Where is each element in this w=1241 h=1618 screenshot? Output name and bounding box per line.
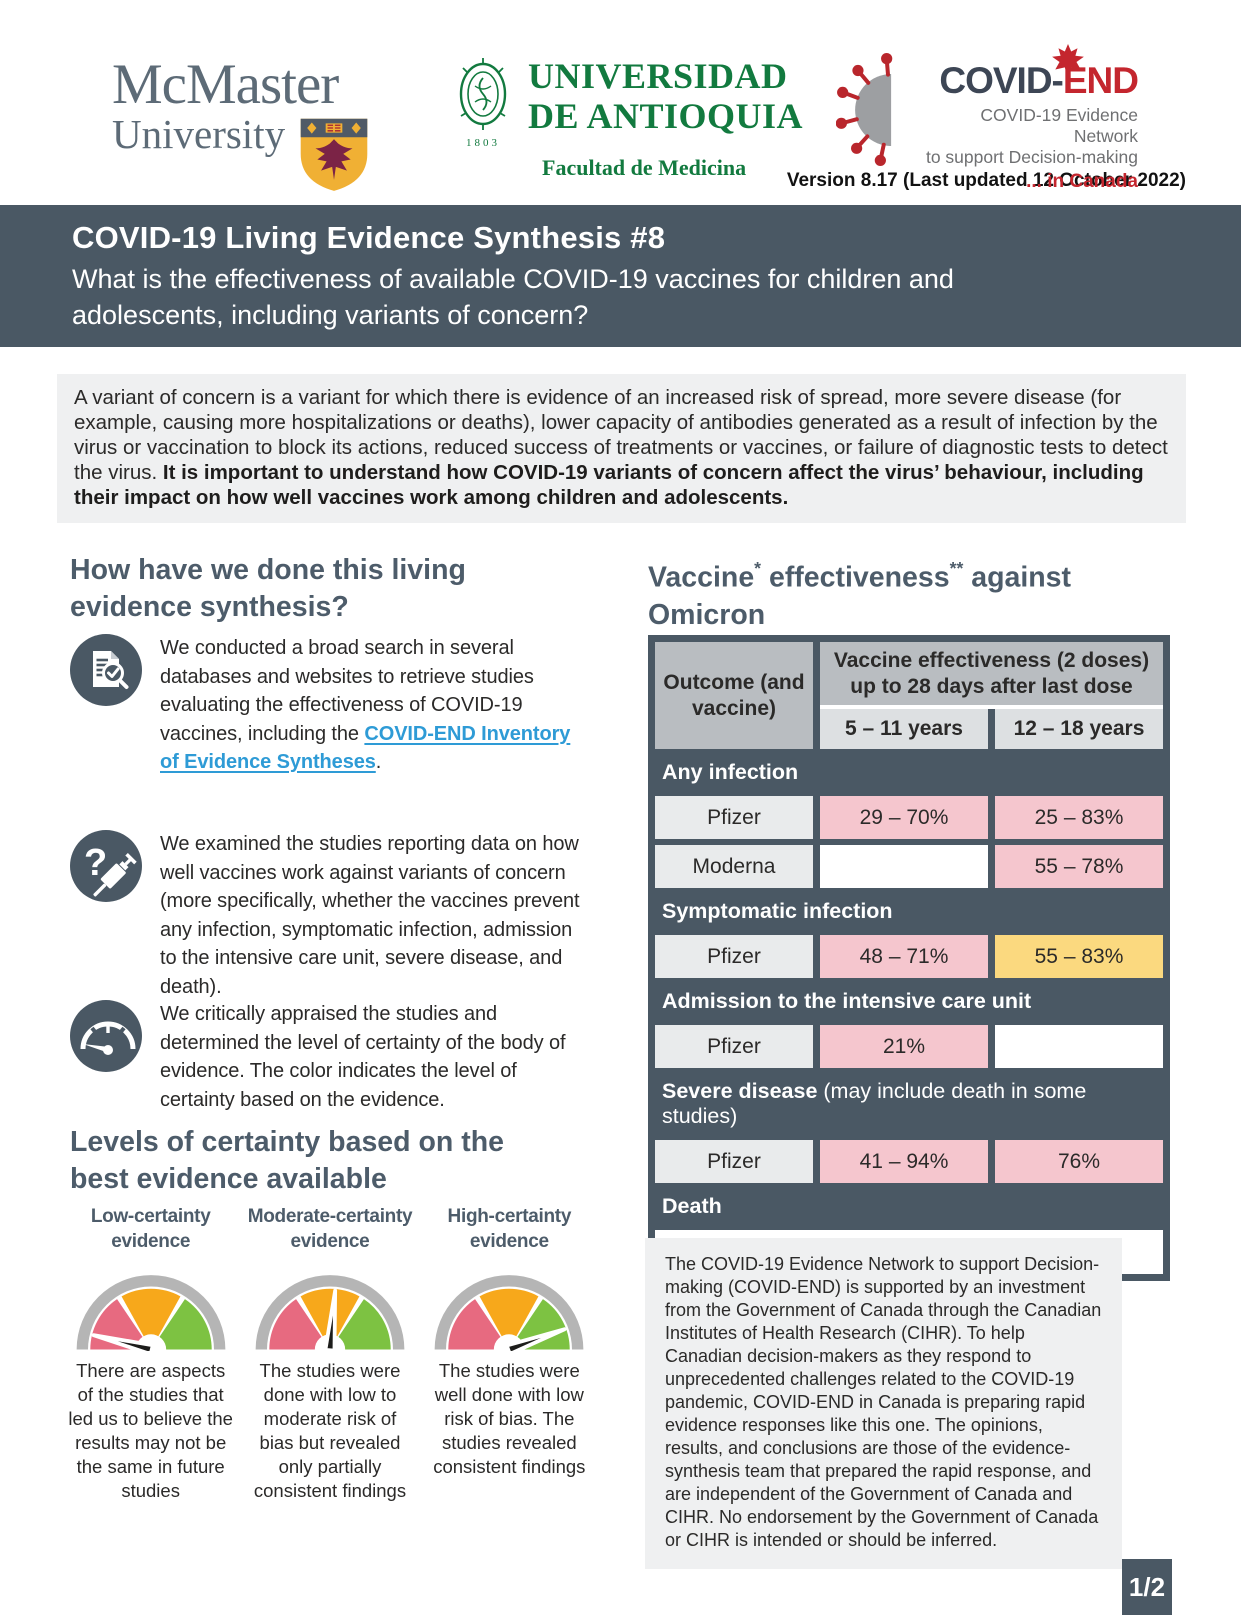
certainty-gauges: Low-certainty evidence There are aspects… (66, 1204, 594, 1503)
value-cell: 29 – 70% (820, 796, 988, 839)
svg-text:?: ? (84, 842, 107, 884)
methods-heading: How have we done this living evidence sy… (70, 554, 466, 623)
universidad-de-antioquia-logo: 1803 UNIVERSIDAD DE ANTIOQUIA Facultad d… (452, 50, 803, 181)
mcmaster-wordmark-line2: University (112, 111, 286, 157)
title-band: COVID-19 Living Evidence Synthesis #8 Wh… (0, 205, 1241, 347)
vaccine-name-cell: Pfizer (655, 1140, 813, 1183)
covid-end-tagline-1: COVID-19 Evidence Network (980, 105, 1138, 146)
value-cell (820, 845, 988, 888)
method-text-search: We conducted a broad search in several d… (160, 637, 571, 774)
mcmaster-university-logo: McMaster University (112, 56, 371, 193)
table-header: Outcome (and vaccine) Vaccine effectiven… (655, 642, 1163, 749)
table-row: Pfizer 48 – 71% 55 – 83% (655, 935, 1163, 978)
low-certainty-gauge-icon (76, 1275, 226, 1351)
value-cell: 25 – 83% (995, 796, 1163, 839)
mcmaster-crest-icon (300, 118, 368, 191)
udea-wordmark-line1: UNIVERSIDAD (528, 56, 788, 96)
table-row: Pfizer 29 – 70% 25 – 83% (655, 796, 1163, 839)
covid-end-funding-note: The COVID-19 Evidence Network to support… (645, 1238, 1122, 1569)
column-header-outcome: Outcome (and vaccine) (655, 642, 813, 749)
table-row: Pfizer 21% (655, 1025, 1163, 1068)
version-line: Version 8.17 (Last updated 12 October 20… (786, 170, 1186, 191)
column-header-effectiveness: Vaccine effectiveness (2 doses) up to 28… (820, 642, 1163, 709)
variant-note-regular: A variant of concern is a variant for wh… (74, 386, 1168, 484)
maple-leaf-icon (1052, 44, 1084, 78)
method-item-appraise: We critically appraised the studies and … (70, 1000, 580, 1114)
vaccine-name-cell: Pfizer (655, 935, 813, 978)
covid-end-logo: COVID-END COVID-19 Evidence Network to s… (836, 42, 1139, 192)
gauge-description: There are aspects of the studies that le… (68, 1360, 233, 1501)
udea-founded-year: 1803 (466, 137, 500, 149)
high-certainty-gauge-icon (434, 1275, 584, 1351)
value-cell: 55 – 83% (995, 935, 1163, 978)
table-section-icu-admission: Admission to the intensive care unit (662, 989, 1032, 1013)
footnote-marker: * (754, 558, 762, 578)
variant-of-concern-note: A variant of concern is a variant for wh… (57, 374, 1186, 523)
document-search-icon (70, 634, 142, 706)
value-cell (995, 1025, 1163, 1068)
page-number-badge: 1/2 (1122, 1559, 1172, 1615)
method-item-examine: ? We examined the studies reporting data… (70, 830, 580, 1001)
certainty-heading: Levels of certainty based on the best ev… (70, 1126, 504, 1195)
question-syringe-icon: ? (70, 830, 142, 902)
covid-end-tagline-canada: ... in Canada (1026, 171, 1138, 192)
udea-seal-icon: 1803 (459, 58, 507, 149)
gauge-description: The studies were well done with low risk… (433, 1360, 586, 1477)
covid-end-inventory-link[interactable]: COVID-END Inventory of Evidence Synthese… (160, 722, 571, 774)
gauge-description: The studies were done with low to modera… (253, 1360, 407, 1501)
table-section-any-infection: Any infection (662, 760, 799, 784)
gauge-title: High-certainty evidence (447, 1206, 572, 1252)
value-cell: 41 – 94% (820, 1140, 988, 1183)
vaccine-effectiveness-table: Outcome (and vaccine) Vaccine effectiven… (648, 635, 1170, 1281)
document-subtitle: What is the effectiveness of available C… (72, 264, 954, 330)
vaccine-name-cell: Moderna (655, 845, 813, 888)
value-cell: 55 – 78% (995, 845, 1163, 888)
udea-faculty-label: Facultad de Medicina (542, 154, 747, 180)
gauge-high-certainty: High-certainty evidence The studies were… (425, 1204, 594, 1503)
effectiveness-heading: Vaccine* effectiveness** against Omicron (648, 558, 1072, 631)
vaccine-name-cell: Pfizer (655, 796, 813, 839)
gauge-icon (70, 1000, 142, 1072)
document-title: COVID-19 Living Evidence Synthesis #8 (72, 220, 666, 255)
column-header-age-5-11: 5 – 11 years (820, 709, 988, 749)
moderate-certainty-gauge-icon (255, 1275, 405, 1351)
covid-end-tagline-2: to support Decision-making (925, 147, 1138, 167)
table-row: Moderna 55 – 78% (655, 845, 1163, 888)
table-section-severe-disease: Severe disease (may include death in som… (662, 1079, 1087, 1128)
method-text-appraise: We critically appraised the studies and … (160, 1003, 566, 1111)
gauge-title: Low-certainty evidence (90, 1206, 211, 1252)
value-cell: 48 – 71% (820, 935, 988, 978)
covid-end-wordmark: COVID-END (939, 60, 1139, 101)
footnote-marker: ** (949, 558, 964, 578)
method-item-search: We conducted a broad search in several d… (70, 634, 580, 777)
udea-wordmark-line2: DE ANTIOQUIA (528, 96, 804, 137)
value-cell: 76% (995, 1140, 1163, 1183)
value-cell: 21% (820, 1025, 988, 1068)
mcmaster-wordmark: McMaster (112, 53, 339, 116)
table-row: Pfizer 41 – 94% 76% (655, 1140, 1163, 1183)
variant-note-bold: It is important to understand how COVID-… (74, 461, 1144, 509)
gauge-moderate-certainty: Moderate-certainty evidence The studies … (245, 1204, 414, 1503)
table-section-death: Death (662, 1194, 722, 1218)
virus-icon (836, 53, 893, 166)
gauge-low-certainty: Low-certainty evidence There are aspects… (66, 1204, 235, 1503)
gauge-title: Moderate-certainty evidence (247, 1206, 413, 1252)
method-text-examine: We examined the studies reporting data o… (160, 833, 580, 998)
vaccine-name-cell: Pfizer (655, 1025, 813, 1068)
table-section-symptomatic-infection: Symptomatic infection (662, 899, 893, 923)
column-header-age-12-18: 12 – 18 years (995, 709, 1163, 749)
